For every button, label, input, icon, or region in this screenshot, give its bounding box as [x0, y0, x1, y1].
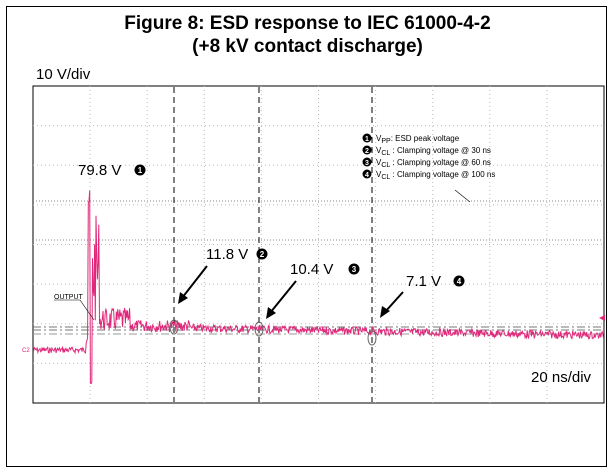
trace-marker-3	[254, 321, 264, 337]
annotation-2: 11.8 V 2	[178, 246, 268, 304]
graticule	[33, 86, 604, 403]
legend: 1 VPP: ESD peak voltage 2 VCL : Clamping vo…	[362, 133, 495, 203]
output-trace	[32, 190, 604, 385]
annotation-4-value: 7.1 V	[406, 273, 441, 290]
trace-label: OUTPUT	[54, 294, 84, 301]
legend-marker: 2	[365, 148, 369, 155]
annotation-2-value: 11.8 V	[206, 246, 248, 263]
annotation-4: 7.1 V 4	[380, 273, 465, 318]
annotation-3-value: 10.4 V	[290, 261, 333, 278]
legend-item-2: 2 VCL : Clamping voltage @ 30 ns	[362, 145, 491, 157]
figure-title-line2: (+8 kV contact discharge)	[192, 36, 423, 57]
figure-title-line1: Figure 8: ESD response to IEC 61000-4-2	[124, 13, 491, 34]
annotation-4-marker: 4	[457, 277, 462, 286]
horizontal-scale-label: 20 ns/div	[531, 369, 592, 386]
legend-marker: 3	[365, 160, 369, 167]
annotation-1: 79.8 V 1	[78, 162, 146, 179]
legend-text: VCL : Clamping voltage @ 60 ns	[376, 158, 491, 169]
trace-marker-4	[367, 330, 377, 346]
vertical-scale-label: 10 V/div	[36, 66, 91, 83]
figure-frame	[6, 6, 607, 467]
annotation-1-marker: 1	[138, 166, 143, 175]
annotation-2-marker: 2	[260, 250, 265, 259]
legend-text: VPP: ESD peak voltage	[376, 134, 460, 145]
measurement-lines	[173, 87, 373, 402]
legend-marker: 4	[365, 172, 369, 179]
legend-item-3: 3 VCL : Clamping voltage @ 60 ns	[362, 157, 491, 169]
plot-area	[32, 85, 605, 404]
legend-item-4: 4 VCL : Clamping voltage @ 100 ns	[362, 169, 495, 181]
annotation-3: 10.4 V 3	[266, 261, 360, 319]
legend-text: VCL : Clamping voltage @ 100 ns	[376, 170, 495, 181]
legend-text: VCL : Clamping voltage @ 30 ns	[376, 146, 491, 157]
trigger-marker	[599, 315, 605, 321]
annotation-1-value: 79.8 V	[78, 162, 121, 179]
channel-marker: C2	[22, 348, 30, 354]
trace-marker-2	[169, 319, 179, 335]
annotation-3-marker: 3	[352, 265, 357, 274]
legend-item-1: 1 VPP: ESD peak voltage	[362, 133, 460, 145]
legend-marker: 1	[365, 136, 369, 143]
trace-markers	[169, 319, 377, 346]
